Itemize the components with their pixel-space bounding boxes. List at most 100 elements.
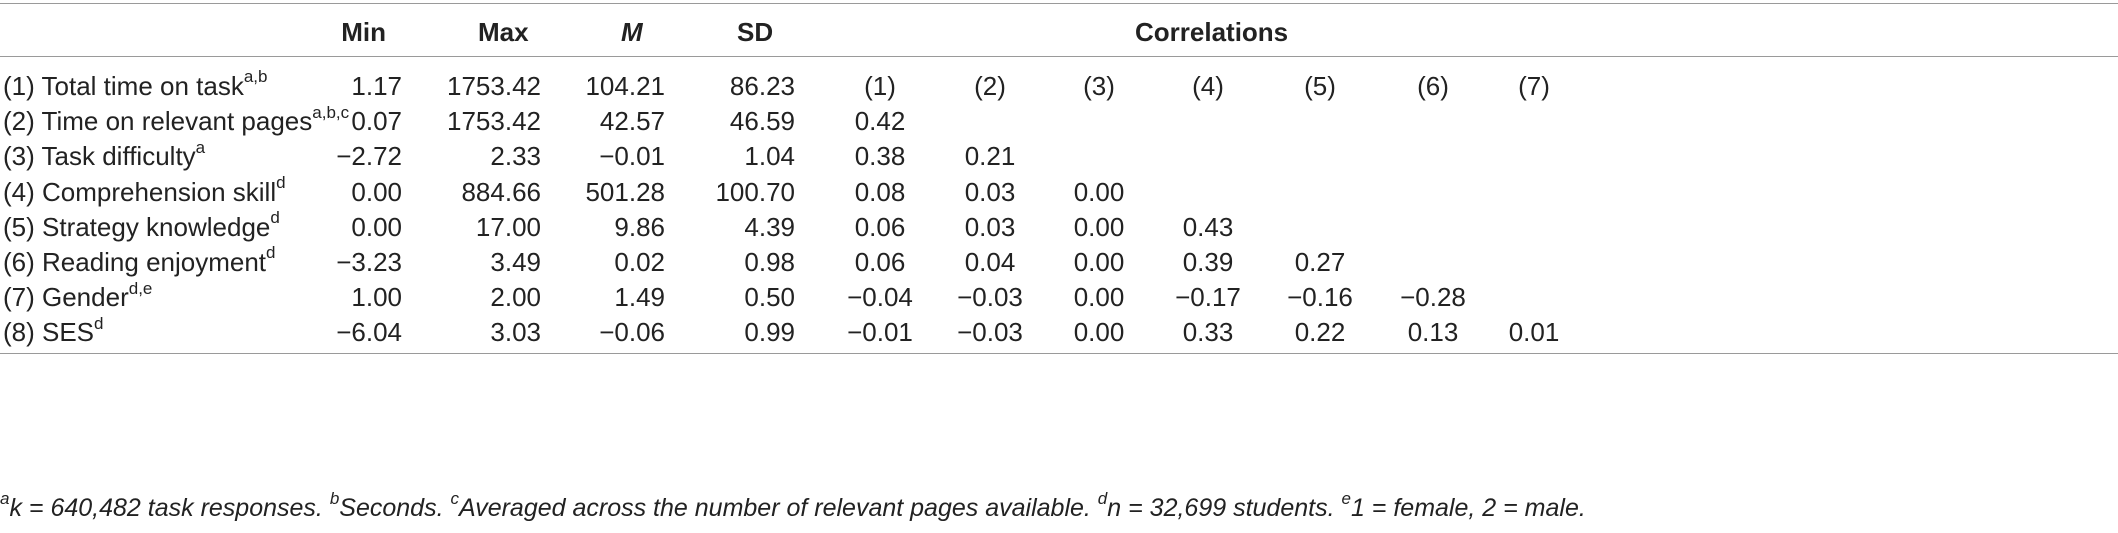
footnote-text: k = 640,482 task responses. [9, 494, 330, 522]
row-label-footnote-marker: a,b [243, 67, 268, 87]
cell-min: 1.17 [351, 71, 402, 101]
cell-sd: 86.23 [729, 71, 795, 101]
row-label-footnote-marker: a [195, 137, 206, 157]
row-label-text: (7) Gender [3, 282, 129, 313]
cell-max: 17.00 [475, 211, 541, 242]
cell-correlation: 0.43 [1182, 211, 1234, 242]
row-label: (1) Total time on taska,b [3, 68, 267, 101]
cell-mean: 1.49 [614, 282, 665, 313]
cell-correlation: 0.01 [1508, 317, 1560, 348]
cell-min: −6.04 [336, 317, 402, 348]
cell-correlation: −0.03 [957, 282, 1023, 313]
cell-correlation: −0.17 [1175, 282, 1241, 313]
row-label-text: (3) Task difficulty [3, 141, 196, 172]
cell-correlation: 0.27 [1294, 247, 1346, 277]
cell-correlation: −0.03 [957, 317, 1023, 348]
cell-sd: 1.04 [744, 141, 795, 172]
cell-mean: 9.86 [614, 211, 665, 242]
corr-column-header: (6) [1417, 71, 1449, 101]
row-label: (4) Comprehension skilld [3, 174, 286, 207]
cell-correlation: 0.06 [854, 247, 906, 277]
cell-mean: 501.28 [585, 176, 665, 207]
row-label-footnote-marker: d [94, 313, 104, 333]
header-max: Max [478, 17, 529, 47]
cell-max: 3.49 [490, 247, 541, 277]
cell-correlation: 0.42 [854, 106, 906, 137]
cell-correlation: 0.00 [1073, 317, 1125, 348]
row-label: (5) Strategy knowledged [3, 209, 280, 242]
cell-correlation: 0.39 [1182, 247, 1234, 277]
cell-correlation: −0.04 [847, 282, 913, 313]
row-label-text: (6) Reading enjoyment [3, 247, 267, 277]
cell-sd: 100.70 [715, 176, 795, 207]
row-label-text: (8) SES [3, 317, 95, 348]
corr-column-header: (4) [1192, 71, 1224, 101]
header-rule [0, 56, 2118, 57]
row-label-footnote-marker: d [276, 172, 286, 192]
cell-max: 1753.42 [447, 71, 541, 101]
cell-max: 3.03 [490, 317, 541, 348]
cell-sd: 0.99 [744, 317, 795, 348]
cell-sd: 0.98 [744, 247, 795, 277]
cell-correlation: 0.08 [854, 176, 906, 207]
cell-min: 0.00 [351, 176, 402, 207]
row-label: (2) Time on relevant pagesa,b,c [3, 104, 349, 137]
header-min: Min [341, 17, 386, 47]
cell-max: 2.00 [490, 282, 541, 313]
header-correlations: Correlations [1135, 17, 1289, 47]
footnote-text: Seconds. [339, 494, 451, 522]
footnote-marker: e [1341, 488, 1351, 508]
row-label: (8) SESd [3, 313, 104, 348]
cell-mean: 42.57 [599, 106, 665, 137]
row-label-footnote-marker: d [266, 243, 276, 263]
cell-min: 1.00 [351, 282, 402, 313]
cell-max: 1753.42 [447, 106, 541, 137]
cell-correlation: 0.00 [1073, 247, 1125, 277]
row-label-footnote-marker: d [270, 208, 280, 228]
cell-correlation: 0.00 [1073, 176, 1125, 207]
footnote-marker: d [1097, 488, 1108, 508]
cell-correlation: 0.33 [1182, 317, 1234, 348]
row-label-text: (2) Time on relevant pages [3, 106, 313, 137]
cell-correlation: −0.16 [1287, 282, 1353, 313]
cell-min: −2.72 [336, 141, 402, 172]
footnote-text: Averaged across the number of relevant p… [458, 494, 1098, 522]
row-label: (7) Genderd,e [3, 278, 153, 313]
cell-mean: −0.06 [599, 317, 665, 348]
row-label: (3) Task difficultya [3, 137, 206, 172]
header-sd: SD [737, 17, 774, 47]
cell-correlation: 0.00 [1073, 282, 1125, 313]
row-label-text: (4) Comprehension skill [3, 176, 277, 207]
table-footnote: ak = 640,482 task responses. bSeconds. c… [0, 490, 1586, 523]
cell-max: 884.66 [461, 176, 541, 207]
cell-sd: 46.59 [729, 106, 795, 137]
footnote-marker: c [450, 488, 459, 508]
footnote-marker: a [0, 488, 10, 508]
corr-column-header: (2) [974, 71, 1006, 101]
cell-mean: 0.02 [614, 247, 665, 277]
row-label: (6) Reading enjoymentd [3, 244, 276, 277]
row-label-text: (5) Strategy knowledge [3, 211, 271, 242]
cell-max: 2.33 [490, 141, 541, 172]
footnote-text: n = 32,699 students. [1107, 494, 1342, 522]
cell-sd: 0.50 [744, 282, 795, 313]
cell-min: −3.23 [336, 247, 402, 277]
cell-mean: 104.21 [585, 71, 665, 101]
row-label-text: (1) Total time on task [3, 71, 244, 101]
corr-column-header: (1) [864, 71, 896, 101]
cell-sd: 4.39 [744, 211, 795, 242]
cell-correlation: 0.13 [1407, 317, 1459, 348]
footnote-text: 1 = female, 2 = male. [1350, 494, 1586, 522]
corr-column-header: (7) [1518, 71, 1550, 101]
cell-correlation: 0.00 [1073, 211, 1125, 242]
cell-min: 0.07 [351, 106, 402, 137]
cell-correlation: 0.21 [964, 141, 1016, 172]
cell-mean: −0.01 [599, 141, 665, 172]
row-label-footnote-marker: d,e [128, 278, 153, 298]
cell-correlation: 0.22 [1294, 317, 1346, 348]
cell-correlation: −0.01 [847, 317, 913, 348]
corr-column-header: (5) [1304, 71, 1336, 101]
footnote-marker: b [329, 488, 340, 508]
cell-correlation: 0.06 [854, 211, 906, 242]
header-mean: M [621, 17, 643, 47]
